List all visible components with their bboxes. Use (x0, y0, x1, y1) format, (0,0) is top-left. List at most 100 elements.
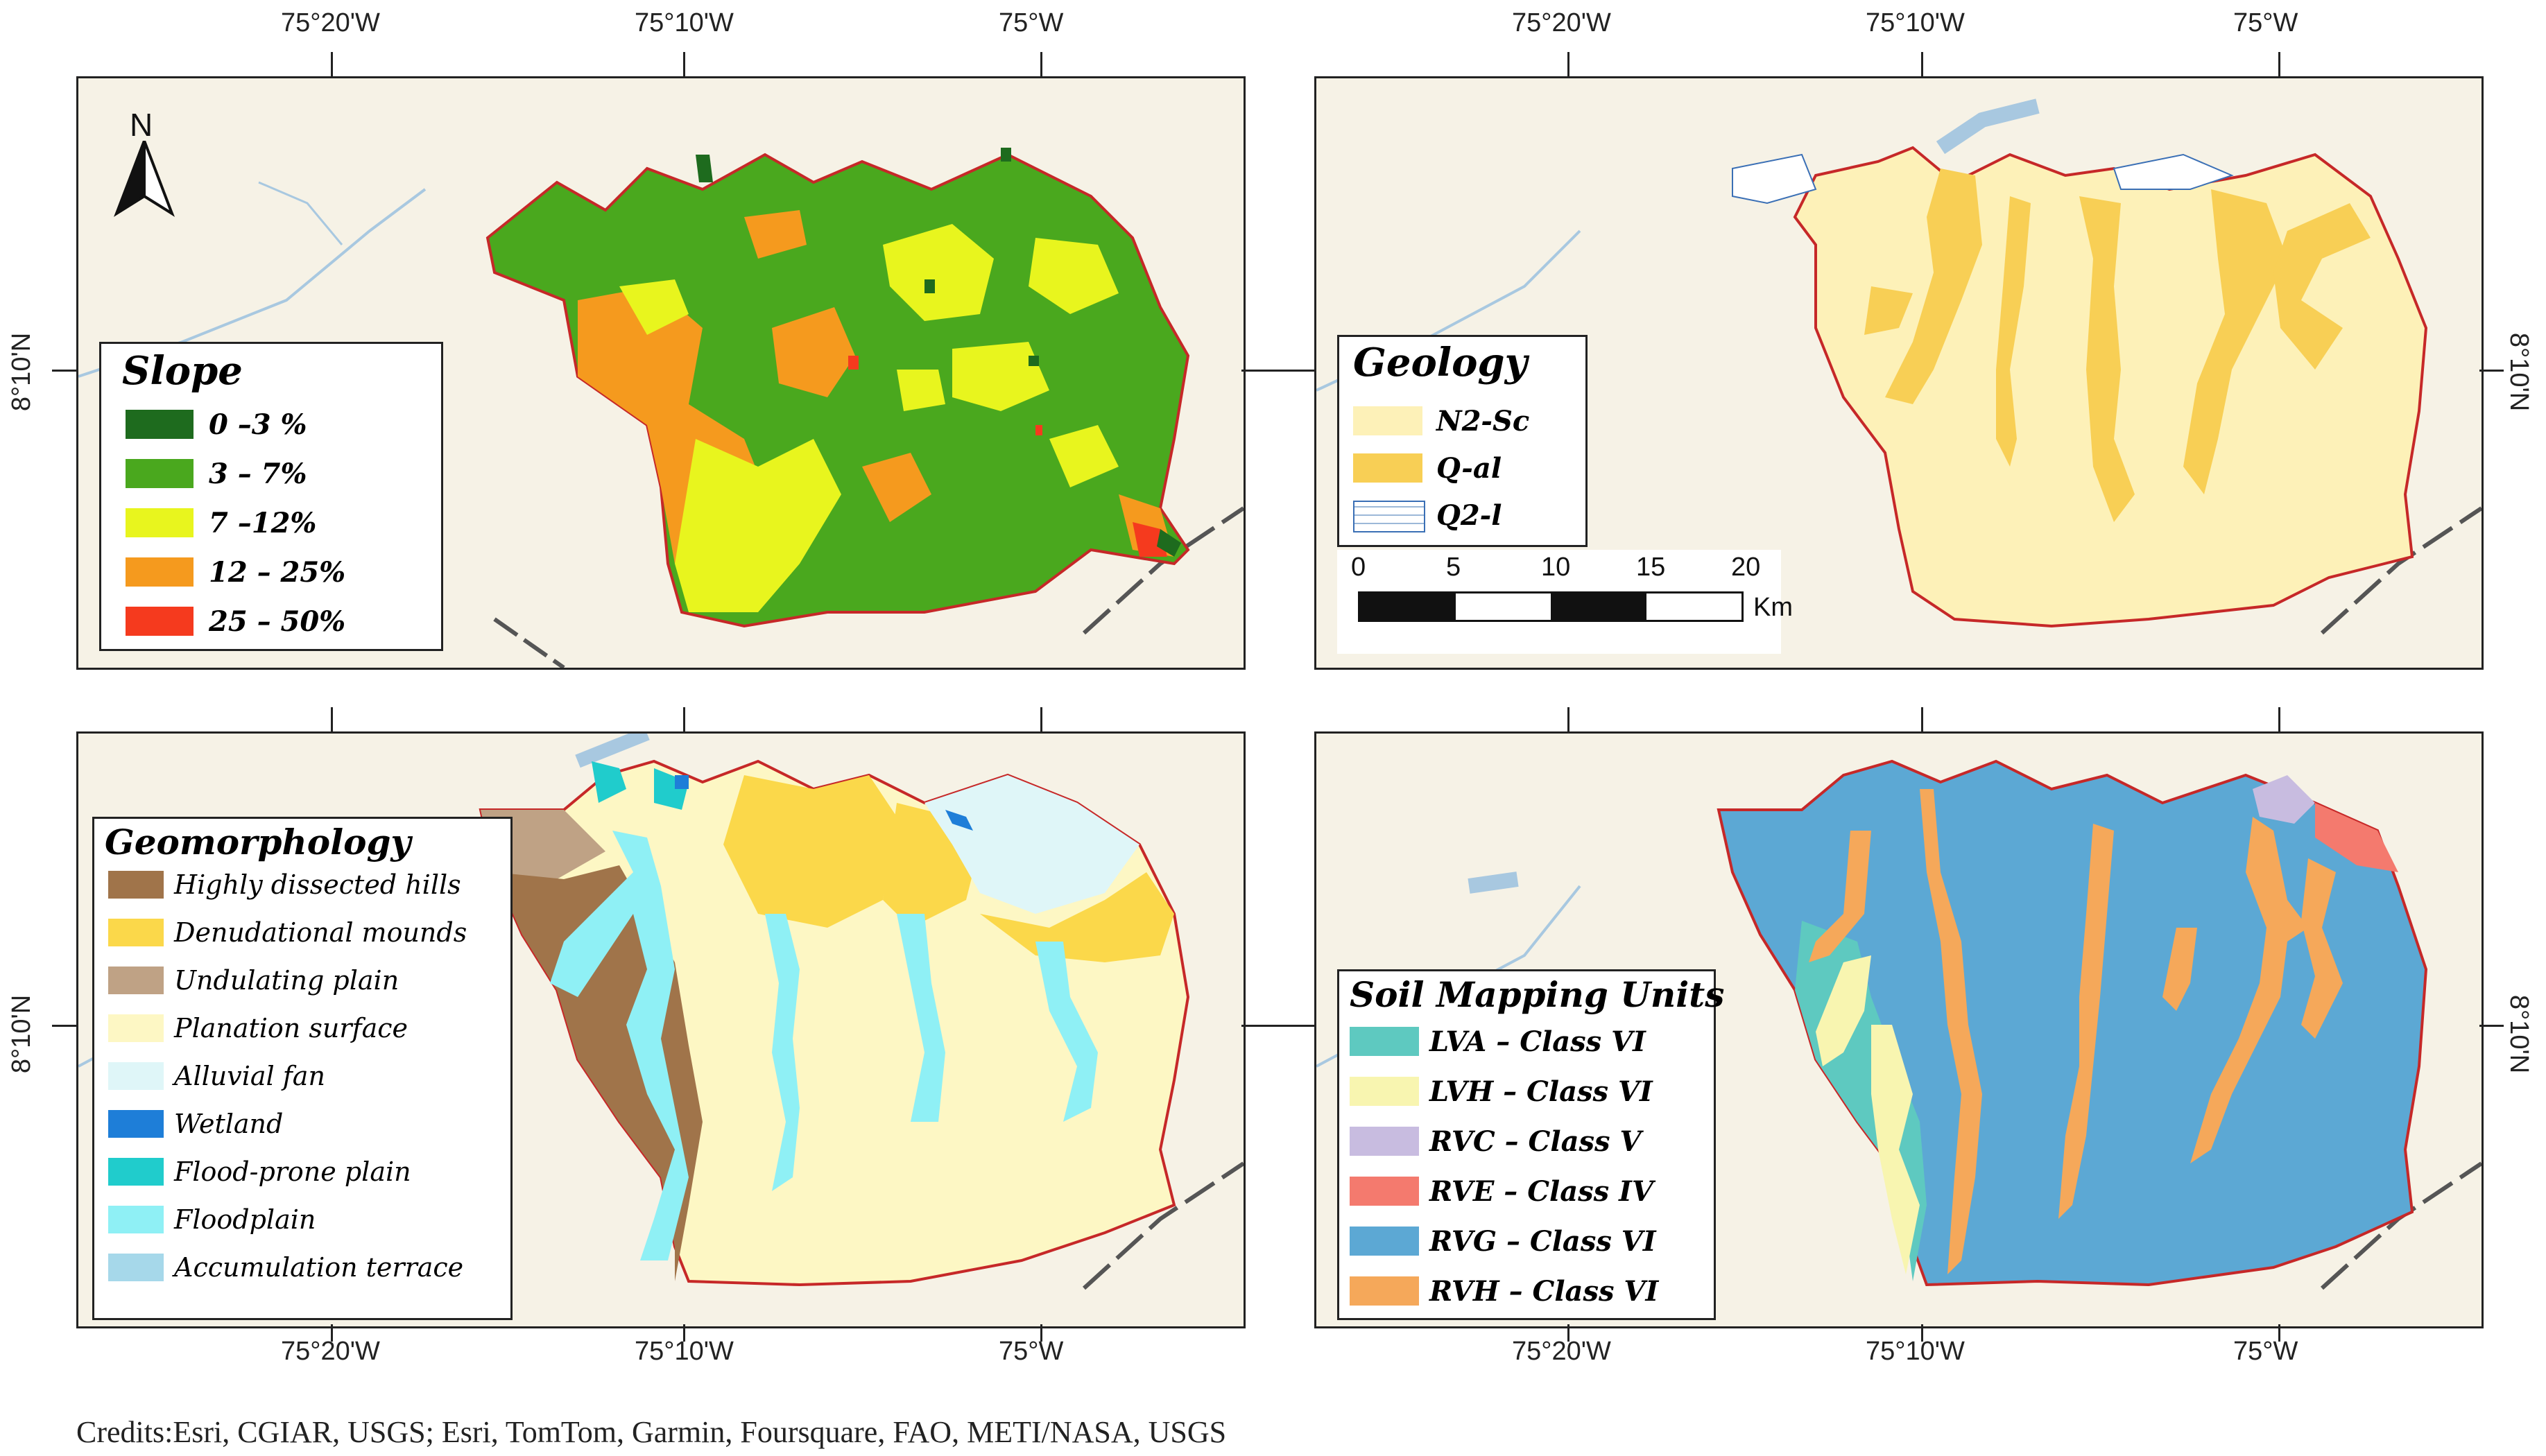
q2-l-units (1732, 153, 2234, 205)
slope-classes (578, 148, 1181, 612)
soil-legend-title: Soil Mapping Units (1350, 974, 1725, 1015)
north-label: N (130, 107, 153, 143)
geology-legend-label: N2-Sc (1436, 405, 1530, 437)
soil-legend-swatch (1350, 1127, 1419, 1156)
scale-tick-label: 20 (1731, 553, 1761, 582)
top-right-lon-2: 75°10'W (1866, 8, 1965, 37)
geology-legend-swatch (1353, 501, 1425, 532)
scale-tick-label: 15 (1636, 553, 1666, 582)
soil-map (1316, 759, 2482, 1290)
scale-tick-label: 5 (1446, 553, 1461, 582)
slope-legend-item: 12 – 25% (101, 556, 441, 598)
geomorphology-legend-item: Alluvial fan (94, 1061, 510, 1102)
geology-legend-label: Q-al (1436, 452, 1502, 485)
scale-bar: 0 5 10 15 20 Km (1337, 550, 1793, 654)
top-left-lon-3: 75°W (999, 8, 1064, 37)
geomorphology-legend-item: Planation surface (94, 1013, 510, 1055)
bottom-left-lon-3: 75°W (999, 1337, 1064, 1366)
geomorphology-legend-item: Highly dissected hills (94, 869, 510, 911)
top-right-lon-3: 75°W (2233, 8, 2298, 37)
soil-legend-label: RVG – Class VI (1429, 1225, 1656, 1258)
slope-legend-item: 7 –12% (101, 507, 441, 548)
scale-bar-graphic (1358, 591, 1744, 622)
geomorphology-legend: Geomorphology Highly dissected hills Denu… (92, 817, 513, 1320)
geomorphology-legend-label: Flood-prone plain (174, 1156, 411, 1187)
top-right-lon-1: 75°20'W (1512, 8, 1611, 37)
soil-legend-label: LVA – Class VI (1429, 1025, 1646, 1058)
q-al-units (1864, 168, 2371, 522)
slope-legend-label: 0 –3 % (209, 408, 307, 441)
geomorphology-legend-swatch (108, 1110, 164, 1138)
geology-legend-item: Q2-l (1339, 499, 1585, 541)
slope-legend-swatch (126, 557, 193, 587)
soil-legend-label: LVH – Class VI (1429, 1075, 1653, 1108)
soil-units (1795, 775, 2398, 1281)
top-left-lon-1: 75°20'W (281, 8, 380, 37)
geomorphology-legend-swatch (108, 1062, 164, 1090)
lat-label-tl: 8°10'N (7, 332, 37, 412)
soil-legend: Soil Mapping Units LVA – Class VI LVH – C… (1337, 969, 1724, 1320)
geology-legend-title: Geology (1353, 340, 1528, 385)
geomorphology-legend-label: Highly dissected hills (174, 869, 461, 900)
geology-legend-item: Q-al (1339, 452, 1585, 494)
slope-legend-swatch (126, 459, 193, 488)
soil-legend-label: RVH – Class VI (1429, 1275, 1659, 1308)
geomorphology-legend-item: Undulating plain (94, 965, 510, 1007)
geomorphology-legend-label: Denudational mounds (174, 917, 467, 948)
slope-legend-item: 25 – 50% (101, 605, 441, 647)
scale-tick-label: 0 (1351, 553, 1366, 582)
soil-map-panel: Soil Mapping Units LVA – Class VI LVH – C… (1314, 731, 2484, 1328)
slope-legend-swatch (126, 607, 193, 636)
geomorphology-map-panel: Geomorphology Highly dissected hills Denu… (76, 731, 1246, 1328)
soil-legend-swatch (1350, 1227, 1419, 1256)
geology-legend-item: N2-Sc (1339, 405, 1585, 447)
soil-legend-label: RVE – Class IV (1429, 1175, 1653, 1208)
geomorphology-legend-swatch (108, 919, 164, 946)
geomorphology-legend-item: Accumulation terrace (94, 1252, 510, 1294)
slope-legend-swatch (126, 410, 193, 439)
geomorphology-legend-label: Undulating plain (174, 965, 399, 996)
soil-legend-label: RVC – Class V (1429, 1125, 1642, 1158)
soil-legend-item: RVH – Class VI (1339, 1275, 1714, 1317)
geology-legend-swatch (1353, 453, 1422, 483)
soil-legend-swatch (1350, 1177, 1419, 1206)
slope-legend-swatch (126, 508, 193, 537)
bottom-right-lon-2: 75°10'W (1866, 1337, 1965, 1366)
geology-map (1316, 98, 2482, 635)
geomorphology-legend-label: Planation surface (174, 1013, 408, 1043)
soil-legend-swatch (1350, 1276, 1419, 1306)
soil-legend-item: RVE – Class IV (1339, 1175, 1714, 1217)
lat-label-bl: 8°10'N (7, 994, 37, 1074)
soil-legend-swatch (1350, 1077, 1419, 1106)
slope-legend: Slope 0 –3 % 3 – 7% 7 –12% 12 – 25% 25 – 50% (99, 342, 443, 651)
geomorphology-legend-item: Floodplain (94, 1204, 510, 1246)
bottom-right-lon-3: 75°W (2233, 1337, 2298, 1366)
lat-label-tr: 8°10'N (2504, 332, 2534, 412)
scale-tick-label: 10 (1541, 553, 1571, 582)
geology-legend-label: Q2-l (1436, 499, 1502, 532)
top-left-lon-2: 75°10'W (635, 8, 734, 37)
geology-legend: Geology N2-Sc Q-al Q2-l (1337, 335, 1588, 547)
bottom-left-lon-1: 75°20'W (281, 1337, 380, 1366)
north-arrow: N (113, 106, 175, 217)
slope-map (78, 148, 1244, 668)
geomorphology-legend-title: Geomorphology (105, 822, 411, 863)
geomorphology-legend-label: Wetland (174, 1109, 284, 1139)
geomorphology-legend-swatch (108, 1254, 164, 1281)
soil-legend-item: LVA – Class VI (1339, 1025, 1714, 1067)
geology-legend-swatch (1353, 406, 1422, 435)
scale-unit: Km (1753, 593, 1793, 622)
map-credits: Credits:Esri, CGIAR, USGS; Esri, TomTom,… (76, 1415, 1227, 1449)
bottom-right-lon-1: 75°20'W (1512, 1337, 1611, 1366)
slope-legend-title: Slope (122, 348, 243, 394)
soil-legend-item: RVG – Class VI (1339, 1225, 1714, 1267)
lat-label-br: 8°10'N (2504, 994, 2534, 1074)
slope-legend-label: 3 – 7% (209, 458, 307, 490)
geomorphology-legend-label: Alluvial fan (174, 1061, 325, 1091)
geomorphology-legend-swatch (108, 871, 164, 899)
geology-map-panel: Geology N2-Sc Q-al Q2-l 0 5 10 15 20 Km (1314, 76, 2484, 670)
soil-legend-item: RVC – Class V (1339, 1125, 1714, 1167)
slope-legend-item: 3 – 7% (101, 458, 441, 499)
soil-legend-item: LVH – Class VI (1339, 1075, 1714, 1117)
slope-legend-label: 7 –12% (209, 507, 317, 539)
